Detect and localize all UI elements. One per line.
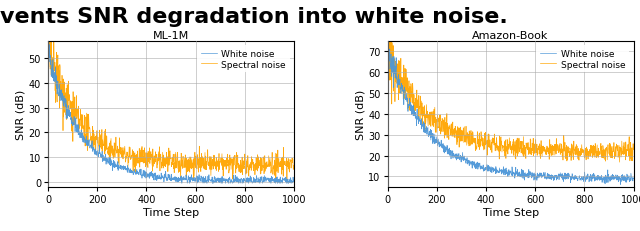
Spectral noise: [492, 147, 500, 149]
White noise: [178, 182, 186, 185]
Spectral noise: [483, 154, 491, 157]
Spectral noise: [580, 154, 588, 157]
Spectral noise: [385, 30, 392, 33]
White noise: [384, 54, 392, 57]
Legend: White noise, Spectral noise: White noise, Spectral noise: [197, 46, 289, 73]
Title: ML-1M: ML-1M: [153, 31, 189, 41]
X-axis label: Time Step: Time Step: [483, 207, 539, 217]
Spectral noise: [553, 148, 561, 151]
White noise: [45, 41, 52, 44]
Spectral noise: [630, 149, 637, 151]
Line: White noise: White noise: [388, 50, 634, 185]
Spectral noise: [236, 167, 243, 170]
Spectral noise: [575, 150, 583, 153]
White noise: [409, 105, 417, 108]
Line: Spectral noise: Spectral noise: [388, 31, 634, 162]
Spectral noise: [384, 83, 392, 86]
White noise: [483, 164, 491, 167]
Spectral noise: [69, 91, 77, 94]
Line: White noise: White noise: [48, 43, 294, 183]
Spectral noise: [143, 153, 151, 156]
Spectral noise: [290, 167, 298, 170]
White noise: [241, 179, 248, 182]
White noise: [492, 166, 500, 169]
White noise: [553, 179, 561, 182]
Spectral noise: [152, 156, 160, 159]
White noise: [70, 124, 77, 127]
Y-axis label: SNR (dB): SNR (dB): [16, 89, 26, 139]
Spectral noise: [240, 168, 248, 170]
Title: Amazon-Book: Amazon-Book: [472, 31, 548, 41]
Y-axis label: SNR (dB): SNR (dB): [355, 89, 365, 139]
White noise: [386, 48, 394, 51]
White noise: [630, 177, 637, 180]
White noise: [144, 173, 152, 175]
White noise: [236, 182, 244, 185]
Text: vents SNR degradation into white noise.: vents SNR degradation into white noise.: [0, 7, 508, 27]
Spectral noise: [283, 179, 291, 182]
White noise: [617, 183, 625, 186]
White noise: [214, 177, 221, 180]
White noise: [575, 175, 583, 177]
White noise: [580, 177, 588, 180]
White noise: [153, 175, 161, 178]
Spectral noise: [616, 161, 623, 164]
White noise: [44, 46, 52, 49]
White noise: [290, 178, 298, 181]
Legend: White noise, Spectral noise: White noise, Spectral noise: [536, 46, 629, 73]
Line: Spectral noise: Spectral noise: [48, 34, 294, 181]
Spectral noise: [213, 165, 221, 168]
Spectral noise: [409, 88, 417, 91]
X-axis label: Time Step: Time Step: [143, 207, 199, 217]
Spectral noise: [44, 33, 52, 36]
